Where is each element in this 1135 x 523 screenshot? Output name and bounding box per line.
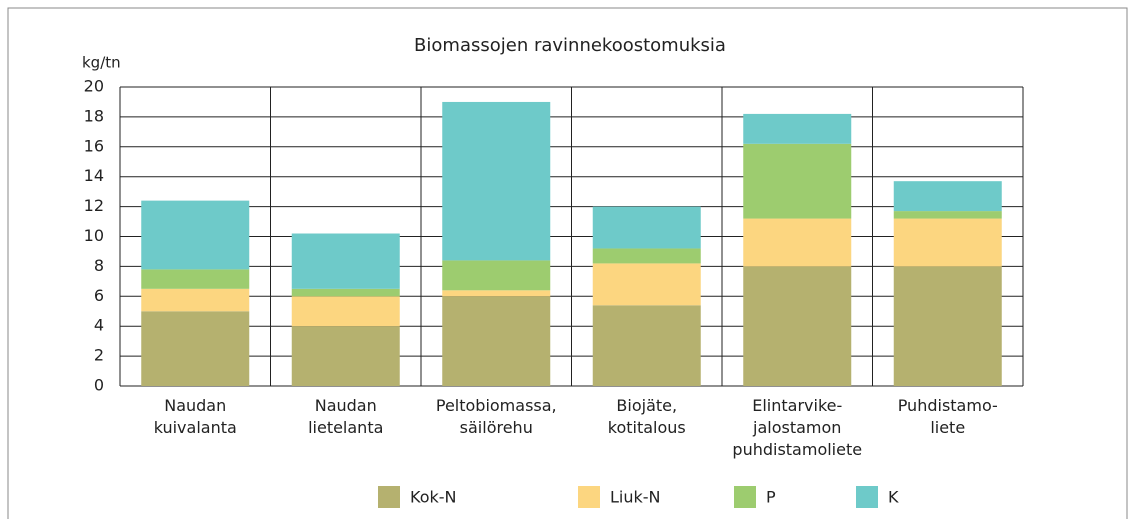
y-tick-label: 0 (94, 376, 104, 395)
bar-segment (743, 266, 852, 386)
x-tick-label: Peltobiomassa, säilörehu (436, 396, 557, 437)
bar-segment (291, 233, 400, 289)
y-tick-label: 8 (94, 256, 104, 275)
bar-segment (291, 288, 400, 297)
y-tick-label: 16 (84, 136, 104, 155)
y-tick-label: 2 (94, 346, 104, 365)
bar-segment (141, 288, 250, 312)
x-tick-label: Puhdistamo-liete (898, 396, 998, 437)
bar-segment (291, 296, 400, 327)
legend-swatch (856, 486, 878, 508)
y-tick-label: 6 (94, 286, 104, 305)
bar-segment (141, 269, 250, 289)
bar-segment (893, 211, 1002, 219)
bar-segment (291, 326, 400, 386)
legend-swatch (578, 486, 600, 508)
bar-segment (743, 218, 852, 267)
legend-swatch (378, 486, 400, 508)
chart-title: Biomassojen ravinnekoostomuksia (414, 35, 726, 56)
y-tick-label: 20 (84, 77, 104, 96)
legend-label: K (888, 488, 899, 507)
bar-segment (592, 206, 701, 249)
y-axis-label: kg/tn (82, 54, 121, 72)
bar-segment (893, 266, 1002, 386)
y-tick-label: 18 (84, 106, 104, 125)
y-tick-label: 14 (84, 166, 104, 185)
y-tick-label: 10 (84, 226, 104, 245)
x-tick-label: Biojäte, kotitalous (608, 396, 686, 437)
legend-label: P (766, 488, 776, 507)
legend-label: Liuk-N (610, 488, 661, 507)
bar-segment (743, 143, 852, 219)
frame (7, 7, 1128, 519)
bar-segment (141, 311, 250, 386)
bar-segment (592, 263, 701, 306)
bar-segment (442, 260, 551, 291)
x-tick-label: Naudan lietelanta (308, 396, 383, 437)
bar-segment (592, 305, 701, 386)
y-tick-label: 12 (84, 196, 104, 215)
y-tick-label: 4 (94, 316, 104, 335)
legend-swatch (734, 486, 756, 508)
bar-segment (893, 218, 1002, 267)
bar-segment (442, 296, 551, 386)
legend-label: Kok-N (410, 488, 457, 507)
bar-segment (442, 101, 551, 261)
bar-segment (592, 248, 701, 264)
bar-segment (893, 181, 1002, 212)
bar-segment (141, 200, 250, 270)
x-tick-label: Elintarvike-jalostamon puhdistamoliete (732, 396, 862, 459)
bar-segment (743, 113, 852, 144)
x-tick-label: Naudan kuivalanta (154, 396, 237, 437)
bar-segment (442, 290, 551, 297)
